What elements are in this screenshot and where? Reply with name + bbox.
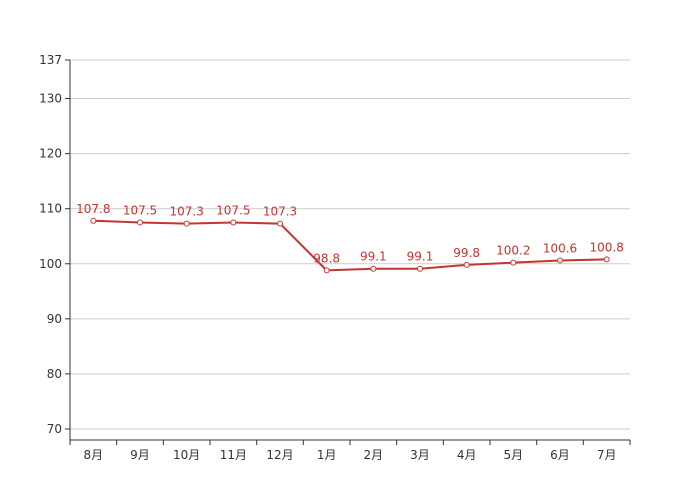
gridlines <box>70 59 630 430</box>
data-point-11 <box>603 256 610 263</box>
x-tick-label-0: 8月 <box>84 448 104 462</box>
data-point-3 <box>230 219 237 226</box>
x-tick-label-4: 12月 <box>266 448 293 462</box>
data-label-11: 100.8 <box>589 240 623 254</box>
data-label-5: 98.8 <box>313 251 340 265</box>
y-tick-label-0: 70 <box>47 422 62 436</box>
y-tick-label-6: 130 <box>39 92 62 106</box>
y-tick-label-4: 110 <box>39 202 62 216</box>
x-tick-label-10: 6月 <box>550 448 570 462</box>
data-point-1 <box>137 219 143 226</box>
data-point-7 <box>417 265 423 272</box>
y-tick-label-1: 80 <box>47 367 62 381</box>
data-label-6: 99.1 <box>360 250 387 264</box>
data-point-5 <box>323 267 330 274</box>
x-tick-label-5: 1月 <box>317 448 337 462</box>
data-label-4: 107.3 <box>263 205 297 219</box>
data-point-8 <box>463 261 470 268</box>
data-label-10: 100.6 <box>543 241 577 255</box>
axes: 70 80 90 100 110 120 130 137 8月 9月 10月 11月 12月 1月 2月 3月… <box>39 53 631 462</box>
data-point-10 <box>557 257 563 264</box>
x-tick-label-9: 5月 <box>504 448 524 462</box>
data-label-2: 107.3 <box>169 205 203 219</box>
data-point-9 <box>510 259 517 266</box>
y-tick-label-3: 100 <box>39 257 62 271</box>
x-tick-label-2: 10月 <box>173 448 200 462</box>
x-tick-label-3: 11月 <box>220 448 247 462</box>
x-tick-label-1: 9月 <box>130 448 150 462</box>
data-point-4 <box>277 220 283 227</box>
data-point-0 <box>90 217 97 224</box>
data-label-7: 99.1 <box>407 250 434 264</box>
data-label-3: 107.5 <box>216 203 250 217</box>
x-tick-label-11: 7月 <box>597 448 617 462</box>
y-tick-label-7: 137 <box>39 53 62 67</box>
x-tick-label-7: 3月 <box>410 448 430 462</box>
series-line-0 <box>93 219 607 272</box>
y-tick-label-5: 120 <box>39 147 62 161</box>
data-label-8: 99.8 <box>453 246 480 260</box>
series-line-group <box>90 217 610 274</box>
data-label-1: 107.5 <box>123 203 157 217</box>
data-point-2 <box>183 220 190 227</box>
data-labels: 107.8 107.5 107.3 107.5 107.3 98.8 99.1 99.1 99.… <box>76 202 624 266</box>
data-point-6 <box>370 265 377 272</box>
data-label-0: 107.8 <box>76 202 110 216</box>
data-label-9: 100.2 <box>496 244 530 258</box>
y-tick-label-2: 90 <box>47 312 62 326</box>
x-tick-label-6: 2月 <box>364 448 384 462</box>
x-tick-label-8: 4月 <box>457 448 477 462</box>
